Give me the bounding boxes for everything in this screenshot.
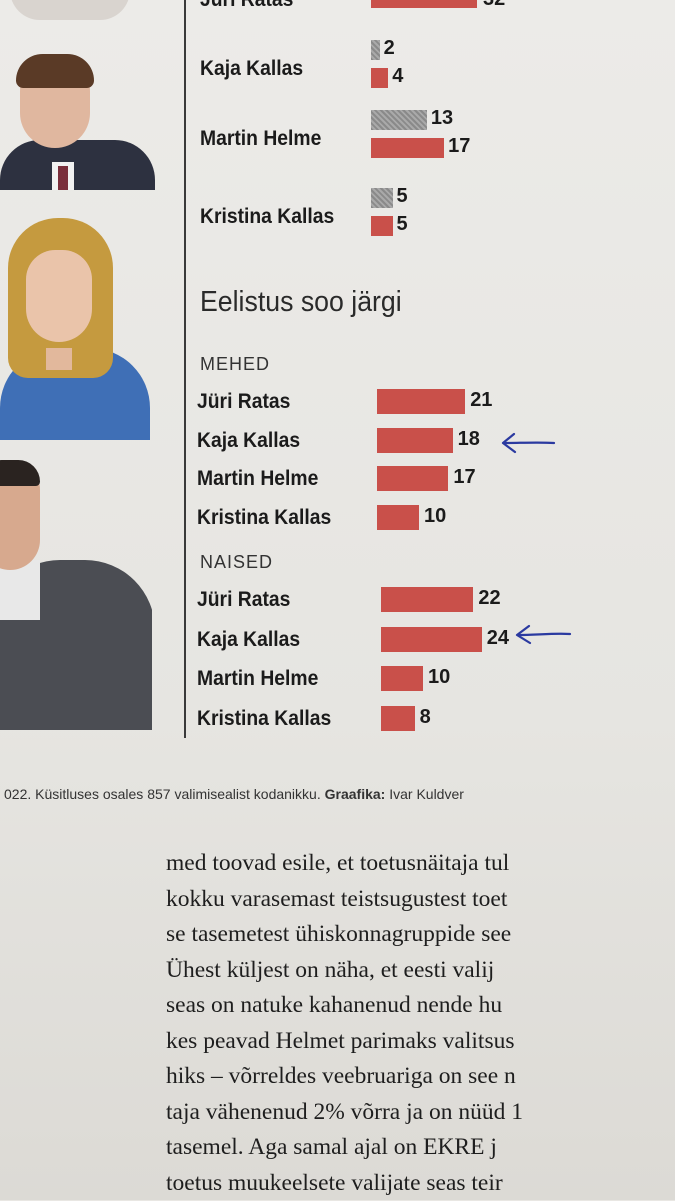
bar-current bbox=[371, 216, 393, 236]
group-label-women: NAISED bbox=[200, 552, 273, 573]
bar-women bbox=[381, 587, 473, 612]
article-line: Ühest küljest on näha, et eesti valij bbox=[166, 953, 675, 989]
value-previous: 5 bbox=[397, 185, 408, 208]
article-line: tasemel. Aga samal ajal on EKRE j bbox=[166, 1130, 675, 1166]
value-men: 21 bbox=[470, 389, 492, 412]
value-women: 10 bbox=[428, 666, 450, 689]
bar-previous bbox=[371, 40, 380, 60]
gender-row-label: Jüri Ratas bbox=[197, 390, 290, 414]
value-men: 17 bbox=[453, 466, 475, 489]
gender-row-label: Jüri Ratas bbox=[197, 588, 290, 612]
bar-men bbox=[377, 389, 465, 414]
article-line: hiks – võrreldes veebruariga on see n bbox=[166, 1059, 675, 1095]
bar-current bbox=[371, 138, 444, 158]
value-cut: 32 bbox=[483, 0, 505, 11]
bar-men bbox=[377, 505, 419, 530]
bar-men bbox=[377, 428, 453, 453]
pen-arrow-men-icon bbox=[498, 428, 558, 458]
value-men: 18 bbox=[458, 428, 480, 451]
cut-label: Jüri Ratas bbox=[200, 0, 293, 12]
gender-row-label: Kristina Kallas bbox=[197, 506, 331, 530]
bar-cut bbox=[371, 0, 477, 8]
gender-row-label: Kaja Kallas bbox=[197, 628, 300, 652]
gender-row-label: Kristina Kallas bbox=[197, 707, 331, 731]
group-label-men: MEHED bbox=[200, 354, 270, 375]
pen-arrow-women-icon bbox=[512, 620, 574, 650]
gender-row-label: Martin Helme bbox=[197, 467, 318, 491]
bar-women bbox=[381, 627, 482, 652]
bar-men bbox=[377, 466, 448, 491]
article-line: kokku varasemast teistsugustest toet bbox=[166, 882, 675, 918]
value-women: 8 bbox=[420, 706, 431, 729]
credit-name: Ivar Kuldver bbox=[389, 786, 464, 802]
value-current: 17 bbox=[448, 135, 470, 158]
value-previous: 2 bbox=[384, 37, 395, 60]
article-line: kes peavad Helmet parimaks valitsus bbox=[166, 1024, 675, 1060]
portrait-bottom-man bbox=[0, 460, 152, 730]
top-row-label: Martin Helme bbox=[200, 127, 321, 151]
gender-row-label: Martin Helme bbox=[197, 667, 318, 691]
value-women: 22 bbox=[478, 587, 500, 610]
bar-women bbox=[381, 666, 423, 691]
portrait-kristina-kallas bbox=[0, 218, 150, 440]
article-line: med toovad esile, et toetusnäitaja tul bbox=[166, 846, 675, 882]
source-text: 022. Küsitluses osales 857 valimisealist… bbox=[4, 786, 321, 802]
article-line: seas on natuke kahanenud nende hu bbox=[166, 988, 675, 1024]
article-line: toetus muukeelsete valijate seas teir bbox=[166, 1166, 675, 1201]
top-row-label: Kristina Kallas bbox=[200, 205, 334, 229]
value-current: 4 bbox=[392, 65, 403, 88]
article-line: se tasemetest ühiskonnagruppide see bbox=[166, 917, 675, 953]
top-row-label: Kaja Kallas bbox=[200, 57, 303, 81]
column-divider bbox=[184, 0, 186, 738]
gender-row-label: Kaja Kallas bbox=[197, 429, 300, 453]
portrait-top-cut bbox=[0, 0, 150, 22]
bar-previous bbox=[371, 188, 393, 208]
value-men: 10 bbox=[424, 505, 446, 528]
source-line: 022. Küsitluses osales 857 valimisealist… bbox=[4, 786, 464, 802]
portrait-martin-helme bbox=[0, 50, 155, 190]
credit-label: Graafika: bbox=[325, 786, 386, 802]
value-current: 5 bbox=[397, 213, 408, 236]
bar-current bbox=[371, 68, 388, 88]
bar-previous bbox=[371, 110, 427, 130]
value-previous: 13 bbox=[431, 107, 453, 130]
section-title: Eelistus soo järgi bbox=[200, 286, 402, 319]
bar-women bbox=[381, 706, 415, 731]
article-line: taja vähenenud 2% võrra ja on nüüd 1 bbox=[166, 1095, 675, 1131]
value-women: 24 bbox=[487, 627, 509, 650]
